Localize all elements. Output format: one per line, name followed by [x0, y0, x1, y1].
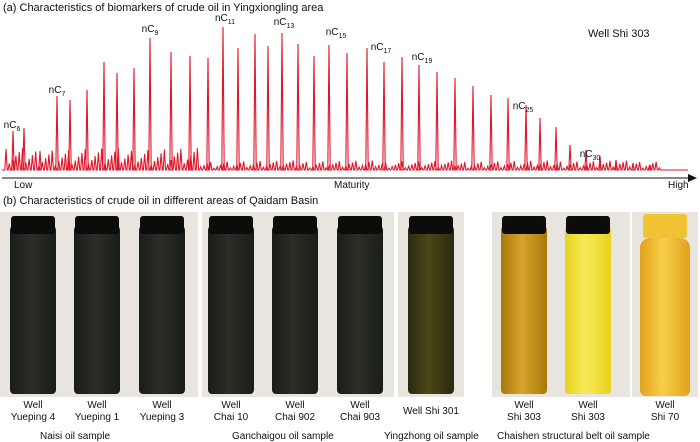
peak-label: nC9 [141, 24, 159, 37]
peak-label: nC6 [3, 120, 21, 133]
caption-line: Well [152, 400, 172, 411]
oil-sample-bottle [272, 226, 318, 394]
caption-line: Well [221, 400, 241, 411]
oil-sample-bottle [337, 226, 383, 394]
caption-line: Shi 70 [650, 412, 680, 423]
bottle-cap [11, 216, 55, 234]
well-label: Well Shi 303 [588, 28, 650, 40]
panel-a-title: (a) Characteristics of biomarkers of cru… [3, 2, 324, 14]
caption-line: Well [350, 400, 370, 411]
caption-line: Yueping 3 [139, 412, 185, 423]
oil-sample-bottle [208, 226, 254, 394]
bottle-cap [566, 216, 610, 234]
caption-line: Well Shi 301 [403, 406, 459, 417]
axis-high: High [668, 180, 689, 191]
oil-sample-bottle [501, 226, 547, 394]
peak-label: nC13 [273, 17, 295, 30]
sample-caption: Well Shi 70 [651, 400, 679, 424]
peak-label: nC19 [411, 52, 433, 65]
oil-sample-bottle [408, 226, 454, 394]
group-yingzhong: Yingzhong oil sample [384, 431, 479, 442]
bottle-cap [209, 216, 253, 234]
chromatogram [2, 26, 697, 182]
peak-label: nC7 [48, 85, 66, 98]
sample-caption: Well Yueping 4 [11, 400, 56, 424]
caption-line: Chai 903 [339, 412, 381, 423]
axis-label: Maturity [334, 180, 370, 191]
caption-line: Well [87, 400, 107, 411]
panel-b-title: (b) Characteristics of crude oil in diff… [3, 195, 319, 207]
peak-label: nC11 [214, 13, 236, 26]
sample-caption: Well Shi 301 [403, 406, 459, 418]
group-naisi: Naisi oil sample [40, 431, 111, 442]
bottle-cap [75, 216, 119, 234]
peak-label: nC25 [512, 101, 534, 114]
bottle-cap [643, 214, 687, 238]
group-ganchaigou: Ganchaigou oil sample [232, 431, 334, 442]
peak-label: nC30 [579, 149, 601, 162]
sample-caption: Well Yueping 1 [75, 400, 120, 424]
caption-line: Well [578, 400, 598, 411]
caption-line: Well [514, 400, 534, 411]
caption-line: Chai 10 [213, 412, 249, 423]
caption-line: Chai 902 [274, 412, 316, 423]
sample-caption: Well Shi 303 [507, 400, 541, 424]
sample-caption: Well Chai 902 [275, 400, 315, 424]
bottle-cap [502, 216, 546, 234]
sample-caption: Well Yueping 3 [140, 400, 185, 424]
oil-sample-bottle [10, 226, 56, 394]
caption-line: Well [655, 400, 675, 411]
caption-line: Yueping 4 [10, 412, 56, 423]
trace-line [2, 26, 688, 171]
arrow-head-icon [688, 174, 697, 182]
bottle-cap [273, 216, 317, 234]
bottle-cap [409, 216, 453, 234]
bottle-cap [140, 216, 184, 234]
chromatogram-trace [2, 26, 688, 171]
oil-sample-bottle [565, 226, 611, 394]
oil-sample-bottle [139, 226, 185, 394]
peak-label: nC15 [325, 27, 347, 40]
caption-line: Yueping 1 [74, 412, 120, 423]
oil-sample-bottle [74, 226, 120, 394]
axis-low: Low [14, 180, 33, 191]
group-chaishen: Chaishen structural belt oil sample [497, 431, 650, 442]
caption-line: Well [285, 400, 305, 411]
caption-line: Well [23, 400, 43, 411]
peak-label: nC17 [370, 42, 392, 55]
bottle-cap [338, 216, 382, 234]
sample-caption: Well Chai 10 [214, 400, 248, 424]
caption-line: Shi 303 [507, 412, 541, 423]
sample-caption: Well Shi 303 [571, 400, 605, 424]
sample-caption: Well Chai 903 [340, 400, 380, 424]
oil-sample-bottle [640, 238, 690, 396]
caption-line: Shi 303 [571, 412, 605, 423]
